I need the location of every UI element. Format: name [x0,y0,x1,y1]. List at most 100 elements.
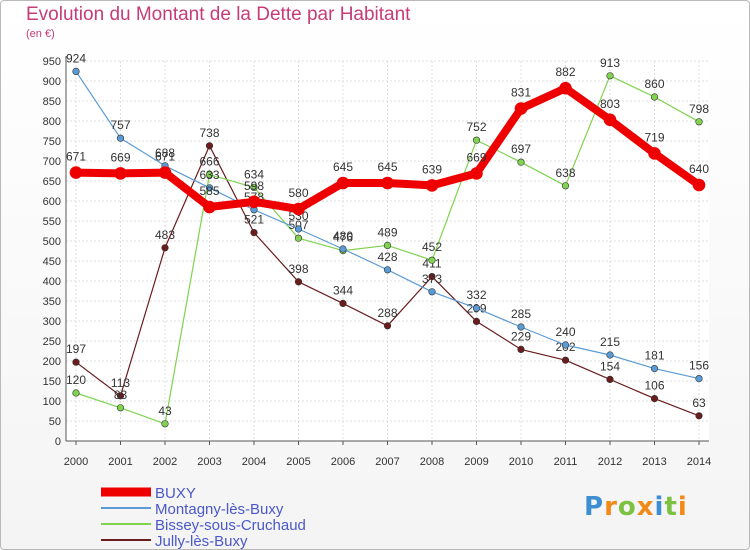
x-tick-label: 2010 [509,456,533,468]
data-point [650,395,659,403]
data-label: 924 [66,51,86,65]
data-point [606,375,614,384]
data-point [205,184,214,192]
data-label: 106 [644,379,664,393]
x-tick-label: 2006 [331,456,355,468]
y-tick-label: 200 [43,356,61,368]
data-point [205,171,214,179]
data-point [559,81,572,95]
data-label: 113 [111,376,130,390]
data-label: 398 [288,262,308,276]
data-label: 154 [600,359,620,373]
data-label: 719 [644,130,664,144]
data-label: 639 [422,162,442,176]
data-label: 757 [110,118,130,132]
data-point [561,356,570,364]
y-tick-label: 100 [43,396,61,408]
data-label: 645 [333,160,353,174]
x-tick-label: 2005 [286,456,310,468]
data-label: 480 [333,229,353,243]
x-tick-label: 2012 [598,456,622,468]
y-tick-label: 550 [43,216,61,228]
data-label: 181 [644,349,664,363]
data-point [606,72,614,80]
data-point [381,176,394,190]
data-point [692,178,706,192]
data-label: 598 [244,179,264,193]
data-point [158,166,172,179]
data-point [72,358,80,366]
data-label: 344 [333,283,353,297]
data-point [603,113,617,127]
x-tick-label: 2013 [642,456,666,468]
y-tick-label: 400 [43,276,61,288]
y-tick-label: 0 [55,436,61,448]
data-label: 215 [600,335,620,349]
x-tick-label: 2007 [375,456,399,468]
data-point [648,147,661,160]
data-point [292,202,305,216]
data-point [250,229,258,237]
data-point [695,118,703,126]
data-label: 697 [511,142,531,156]
data-label: 671 [155,150,175,164]
data-label: 452 [422,240,442,254]
data-label: 428 [377,250,397,264]
y-tick-label: 600 [43,196,61,208]
data-point [205,142,214,150]
data-point [383,322,392,330]
y-tick-label: 800 [43,116,61,128]
data-label: 669 [110,150,130,164]
data-point [695,375,703,383]
y-tick-label: 850 [43,96,61,108]
data-label: 752 [466,120,486,134]
data-point [161,420,169,428]
data-point [294,278,303,286]
data-label: 229 [511,329,531,343]
data-point [517,323,525,331]
data-point [428,288,436,296]
data-point [116,392,125,400]
data-label: 666 [199,155,219,169]
data-label: 640 [689,162,709,176]
data-point [472,136,481,144]
data-label: 63 [692,396,706,410]
y-tick-label: 300 [43,316,61,328]
data-point [336,176,350,190]
data-label: 738 [199,126,219,140]
data-point [116,404,125,412]
data-point [72,67,80,75]
data-label: 285 [511,307,531,321]
data-label: 580 [288,186,308,200]
data-point [161,244,169,252]
data-point [116,134,125,142]
chart-unit-label: (en €) [26,28,55,40]
data-label: 373 [422,272,442,286]
x-tick-label: 2009 [464,456,488,468]
data-label: 634 [244,167,264,181]
proxiti-logo: Proxiti [584,492,688,522]
x-tick-label: 2000 [64,456,88,468]
data-label: 585 [199,184,219,198]
legend-label: Jully-lès-Buxy [155,533,248,549]
data-label: 669 [466,150,486,164]
y-tick-label: 250 [43,336,61,348]
y-tick-label: 750 [43,136,61,148]
y-tick-label: 900 [43,76,61,88]
data-label: 798 [689,102,709,116]
series-buxy: 671 669 671 585 598 580 645 645 639 669 831 882 803 7… [66,65,709,216]
x-tick-label: 2003 [197,456,221,468]
x-tick-label: 2001 [108,456,132,468]
y-tick-label: 150 [43,376,61,388]
data-label: 332 [466,288,486,302]
data-label: 645 [377,160,397,174]
x-tick-label: 2008 [420,456,444,468]
data-point [294,234,303,242]
data-label: 803 [600,97,620,111]
data-point [294,225,303,233]
y-tick-label: 650 [43,176,61,188]
x-tick-label: 2014 [687,456,711,468]
data-label: 638 [555,166,575,180]
data-label: 521 [244,213,264,227]
data-point [470,167,483,180]
